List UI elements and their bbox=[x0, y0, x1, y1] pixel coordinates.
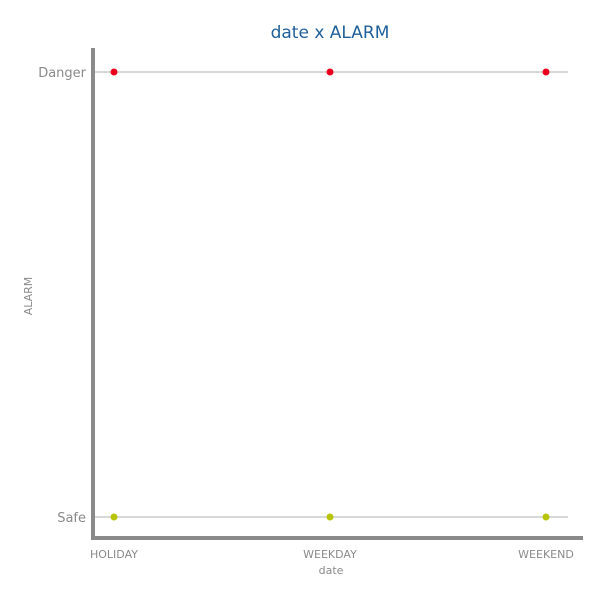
y-tick-label-safe: Safe bbox=[57, 511, 86, 526]
y-tick-label-danger: Danger bbox=[38, 66, 86, 81]
data-point-weekday-danger bbox=[326, 68, 334, 76]
tick-labels: Safe Danger HOLIDAY WEEKDAY WEEKEND bbox=[38, 66, 574, 561]
x-tick-label-holiday: HOLIDAY bbox=[90, 548, 138, 561]
data-point-holiday-safe bbox=[110, 513, 118, 521]
x-axis-label: date bbox=[319, 564, 344, 577]
data-point-weekend-safe bbox=[542, 513, 550, 521]
x-tick-label-weekday: WEEKDAY bbox=[303, 548, 357, 561]
data-point-holiday-danger bbox=[110, 68, 118, 76]
gridlines bbox=[93, 71, 568, 518]
y-axis-label: ALARM bbox=[22, 277, 35, 316]
data-point-weekday-safe bbox=[326, 513, 334, 521]
axes bbox=[91, 48, 583, 540]
chart-title: date x ALARM bbox=[271, 23, 390, 43]
data-points bbox=[110, 68, 550, 521]
data-point-weekend-danger bbox=[542, 68, 550, 76]
x-tick-label-weekend: WEEKEND bbox=[518, 548, 574, 561]
